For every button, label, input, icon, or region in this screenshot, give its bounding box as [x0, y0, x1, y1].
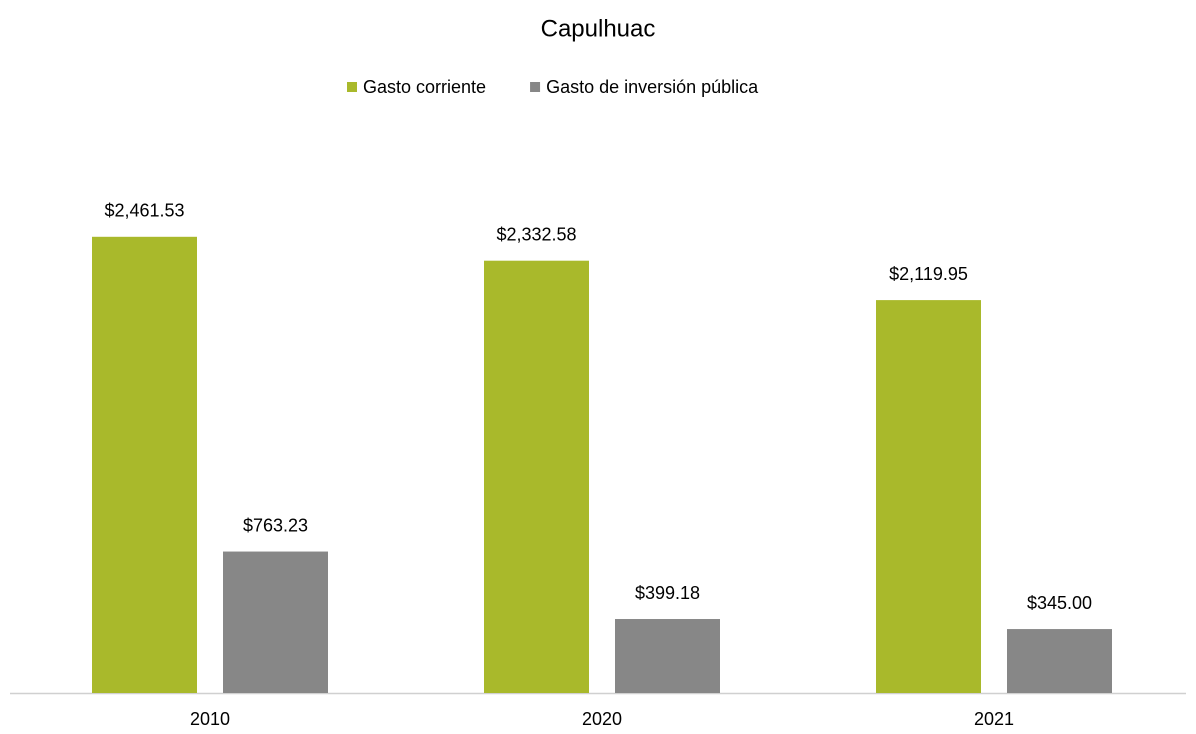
- data-label: $2,461.53: [104, 201, 184, 221]
- bar: [876, 300, 981, 693]
- bar: [223, 551, 328, 693]
- legend-label: Gasto corriente: [363, 77, 486, 97]
- data-label: $399.18: [635, 583, 700, 603]
- legend-label: Gasto de inversión pública: [546, 77, 759, 97]
- x-tick-label: 2021: [974, 709, 1014, 729]
- x-tick-label: 2010: [190, 709, 230, 729]
- data-label: $2,119.95: [889, 264, 968, 284]
- x-tick-label: 2020: [582, 709, 622, 729]
- bar: [484, 260, 589, 693]
- data-label: $345.00: [1027, 593, 1092, 613]
- legend-swatch: [347, 82, 357, 92]
- legend-swatch: [530, 82, 541, 92]
- bar: [615, 619, 720, 693]
- chart-title: Capulhuac: [541, 15, 656, 42]
- data-label: $763.23: [243, 515, 308, 535]
- data-label: $2,332.58: [496, 224, 576, 244]
- bar: [92, 236, 197, 693]
- bar: [1007, 629, 1112, 693]
